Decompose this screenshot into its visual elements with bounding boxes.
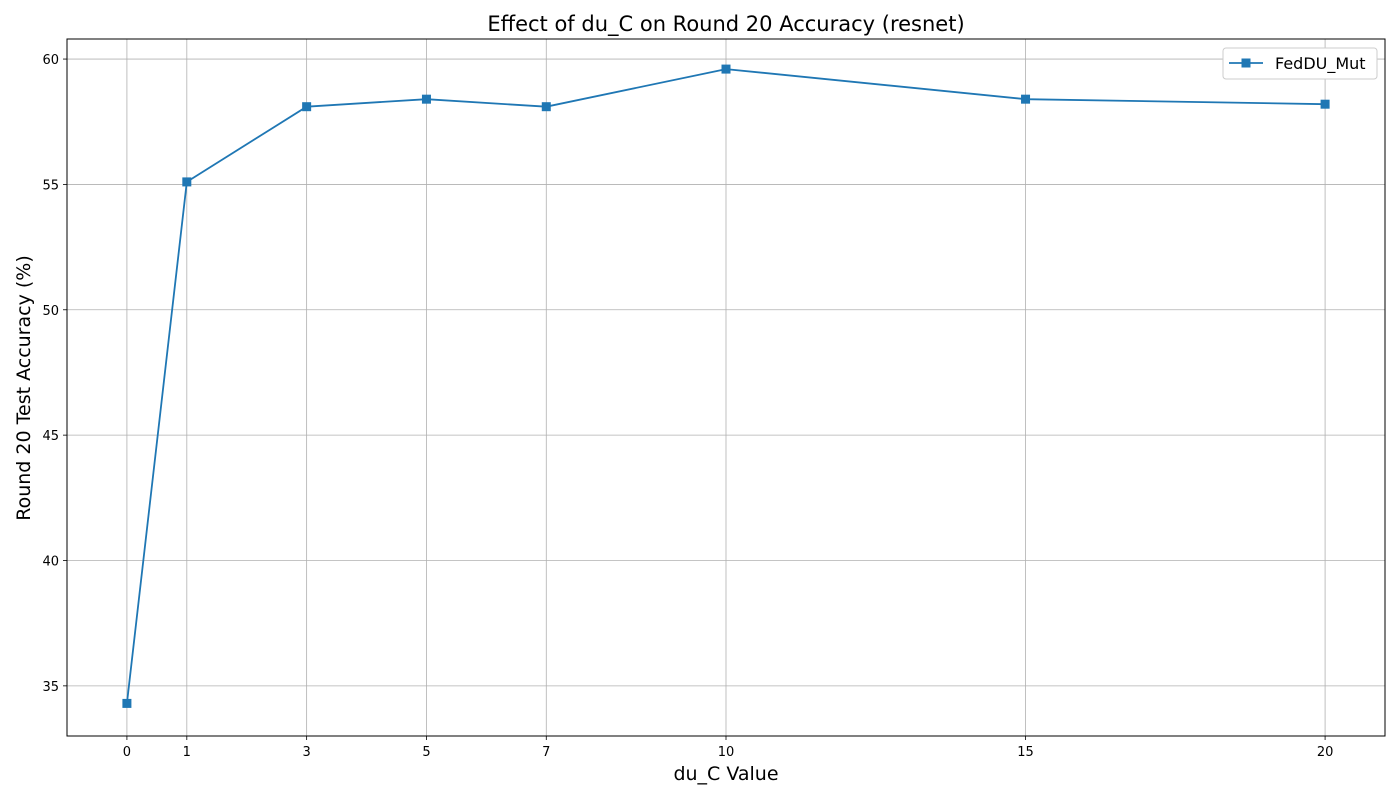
data-point-marker (721, 64, 731, 74)
legend-box (1222, 47, 1378, 80)
x-tick-label: 15 (1017, 745, 1034, 760)
data-point-marker (302, 102, 312, 112)
y-tick-label: 35 (42, 680, 59, 695)
data-point-marker (1320, 99, 1330, 109)
x-tick-label: 3 (302, 745, 310, 760)
chart-title: Effect of du_C on Round 20 Accuracy (res… (487, 12, 964, 37)
x-tick-label: 10 (718, 745, 735, 760)
y-tick-label: 60 (42, 53, 59, 68)
x-tick-label: 0 (123, 745, 131, 760)
data-point-marker (1021, 94, 1031, 104)
y-tick-label: 40 (42, 554, 59, 569)
legend-label: FedDU_Mut (1275, 54, 1366, 74)
grid-layer (67, 39, 1385, 736)
data-point-marker (182, 177, 192, 187)
y-tick-label: 55 (42, 178, 59, 193)
y-axis-label: Round 20 Test Accuracy (%) (13, 255, 35, 521)
x-tick-label: 5 (422, 745, 430, 760)
data-point-marker (541, 102, 551, 112)
legend-marker-swatch (1241, 58, 1251, 68)
legend: FedDU_Mut (1222, 47, 1378, 80)
data-point-marker (122, 698, 132, 708)
x-tick-label: 1 (183, 745, 191, 760)
series-line (126, 68, 1326, 704)
series-layer (122, 64, 1330, 708)
y-tick-label: 50 (42, 304, 59, 319)
x-tick-label: 20 (1317, 745, 1334, 760)
y-tick-label: 45 (42, 429, 59, 444)
x-tick-label: 7 (542, 745, 550, 760)
data-point-marker (421, 94, 431, 104)
x-axis-label: du_C Value (673, 763, 778, 785)
